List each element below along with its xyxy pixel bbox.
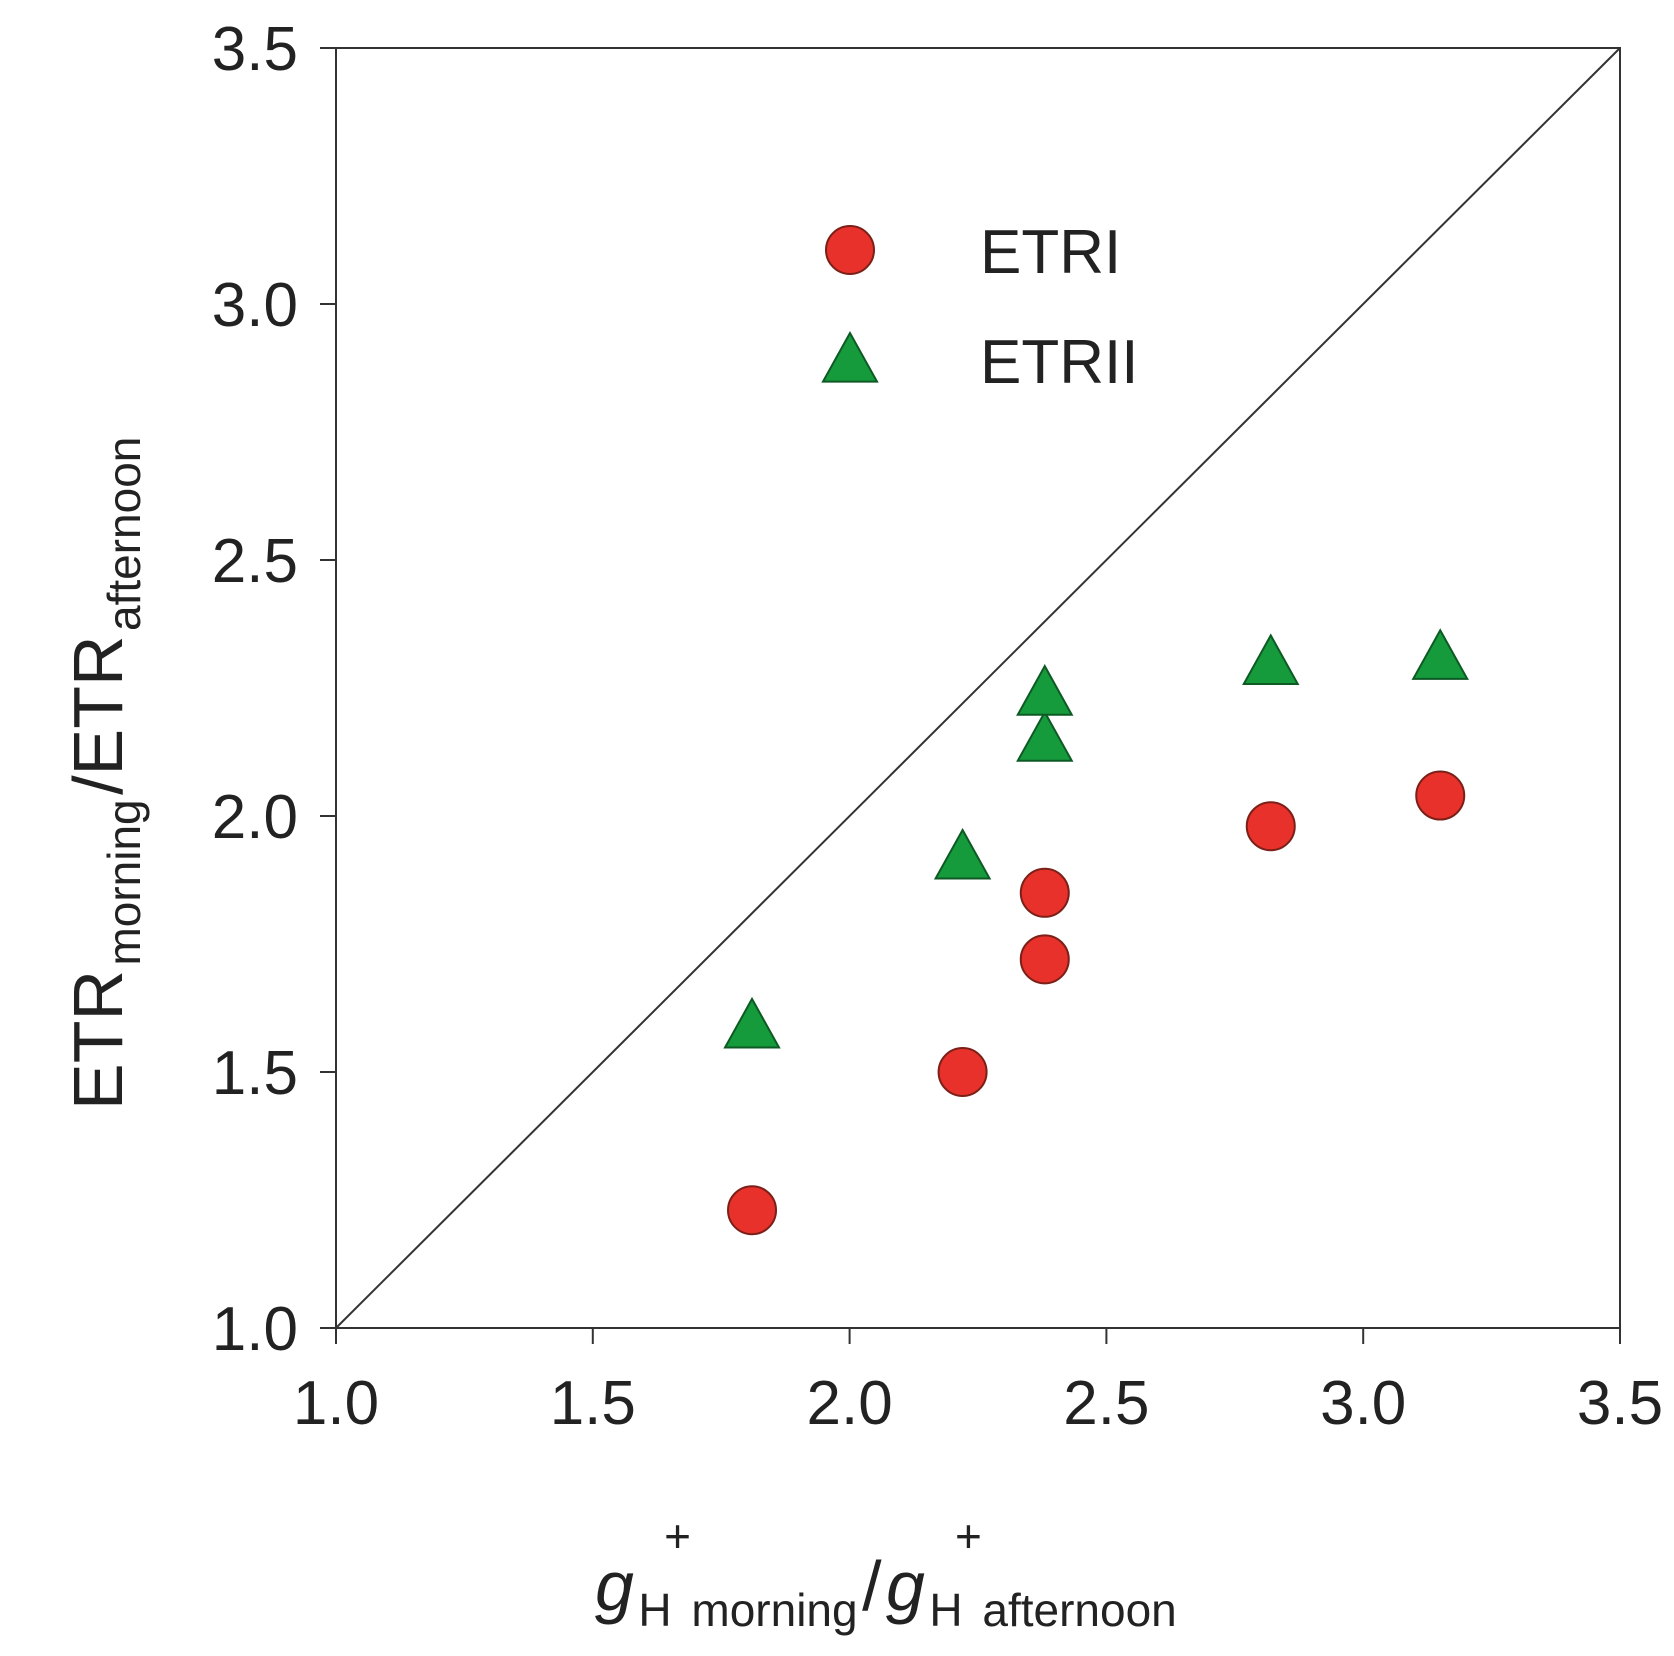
etri-point [937, 1047, 988, 1097]
etri-point [1019, 934, 1070, 985]
etrii-point [1411, 628, 1469, 680]
y-tick-label: 3.5 [212, 15, 298, 84]
x-tick-label: 1.0 [293, 1369, 379, 1438]
etri-point [1415, 770, 1466, 821]
legend-etrii-marker [821, 330, 879, 383]
y-tick-label: 2.5 [212, 527, 298, 596]
etrii-point [1016, 710, 1074, 762]
legend-etrii-label: ETRII [980, 328, 1138, 397]
etri-point [1245, 801, 1296, 852]
y-axis-title: ETR morning /ETR afternoon [59, 437, 150, 1110]
legend-etri-label: ETRI [980, 218, 1121, 287]
legend: ETRI ETRII [821, 218, 1138, 397]
etrii-point [1242, 633, 1300, 685]
x-tick-label: 1.5 [550, 1369, 636, 1438]
x-tick-label: 3.5 [1577, 1369, 1663, 1438]
x-axis-title: g H + morning / g H + afternoon [595, 1510, 1177, 1636]
plot-frame [335, 47, 1621, 1329]
x-tick-label: 3.0 [1320, 1369, 1406, 1438]
data-points [723, 628, 1469, 1236]
y-tick-label: 3.0 [212, 271, 298, 340]
x-axis-ticks: 1.0 1.5 2.0 2.5 3.0 3.5 [293, 1328, 1663, 1438]
one-to-one-line [335, 47, 1621, 1329]
y-axis-ticks: 1.0 1.5 2.0 2.5 3.0 3.5 [212, 15, 336, 1364]
legend-etri-marker [825, 225, 875, 275]
etri-point [727, 1185, 778, 1236]
etrii-point [723, 996, 781, 1049]
etrii-point [933, 827, 992, 880]
etrii-point [1016, 664, 1074, 716]
x-tick-label: 2.0 [806, 1369, 892, 1438]
x-tick-label: 2.5 [1063, 1369, 1149, 1438]
etri-point [1019, 867, 1070, 918]
y-tick-label: 1.5 [212, 1039, 298, 1108]
y-tick-label: 1.0 [212, 1295, 298, 1364]
y-tick-label: 2.0 [212, 783, 298, 852]
